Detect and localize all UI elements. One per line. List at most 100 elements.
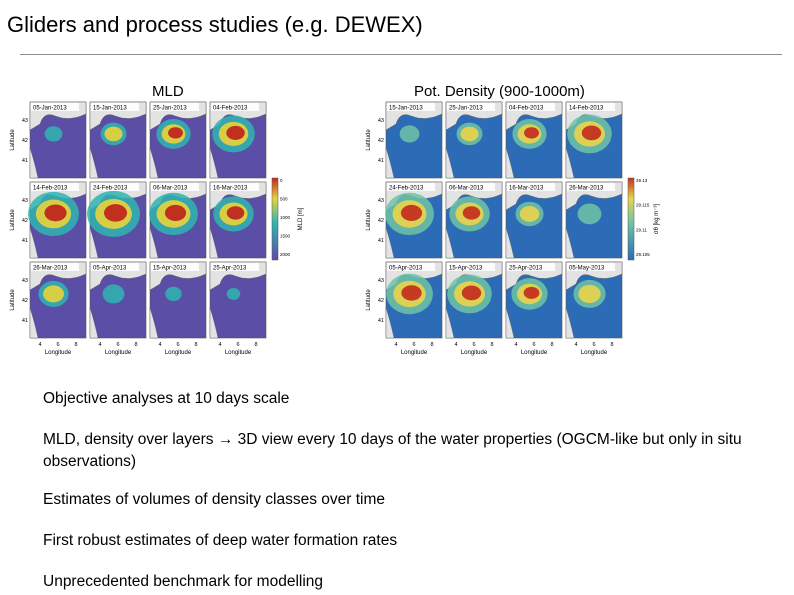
density-colorbar-tick: 29.11 (636, 227, 647, 232)
mld-patch-mid (226, 288, 241, 300)
density-land-south (445, 307, 455, 339)
mld-ytick: 42 (22, 138, 28, 144)
bullet-benchmark: Unprecedented benchmark for modelling (43, 573, 324, 590)
density-colorbar-label: σθ [kg m⁻³] (654, 204, 660, 235)
density-ytick: 41 (378, 318, 384, 324)
mld-map-figure: 05-Jan-2013 15-Jan-2013 25-Jan-2013 04-Feb-… (10, 101, 304, 356)
mld-panel: 14-Feb-2013 (28, 181, 87, 259)
mld-xtick: 8 (254, 342, 257, 348)
mld-xtick: 4 (38, 342, 41, 348)
mld-panel: 15-Jan-2013 (89, 101, 147, 179)
mld-panel-date: 24-Feb-2013 (93, 186, 128, 192)
mld-panel: 04-Feb-2013 (209, 101, 267, 179)
density-panel-date: 15-Apr-2013 (449, 266, 483, 272)
mld-panel: 16-Mar-2013 (209, 181, 267, 259)
density-land-south (565, 227, 575, 259)
mld-date-bg (31, 183, 79, 191)
mld-xtick: 8 (134, 342, 137, 348)
density-map-figure: 15-Jan-2013 25-Jan-2013 04-Feb-2013 14-Feb-… (366, 101, 660, 356)
mld-xlabel: Longitude (225, 350, 252, 356)
mld-colorbar-tick: 1000 (280, 215, 291, 220)
density-date-bg (567, 183, 615, 191)
mld-land-south (89, 227, 99, 259)
mld-colorbar-tick: 500 (280, 197, 288, 202)
density-ylabel: Latitude (366, 129, 372, 151)
density-patch-max (462, 206, 481, 220)
density-xtick: 4 (394, 342, 397, 348)
density-land-south (505, 147, 515, 179)
density-land-south (445, 227, 455, 259)
density-panel-date: 14-Feb-2013 (569, 106, 604, 112)
mld-xlabel: Longitude (45, 350, 72, 356)
mld-patch-mid (44, 126, 63, 142)
density-patch-max (461, 285, 482, 301)
density-land-south (445, 147, 455, 179)
bullet-density-volumes: Estimates of volumes of density classes … (43, 491, 385, 508)
mld-panel: 26-Mar-2013 (29, 261, 87, 339)
density-ytick: 43 (378, 278, 384, 284)
density-ytick: 42 (378, 138, 384, 144)
density-date-bg (447, 263, 495, 271)
mld-ylabel: Latitude (10, 129, 16, 151)
mld-ytick: 43 (22, 198, 28, 204)
mld-colorbar-tick: 2000 (280, 252, 291, 257)
mld-xtick: 6 (236, 342, 239, 348)
density-panel-date: 15-Jan-2013 (389, 106, 423, 112)
density-panel-date: 24-Feb-2013 (389, 186, 424, 192)
bullet-objective-analyses: Objective analyses at 10 days scale (43, 390, 290, 407)
mld-patch-mid (102, 284, 125, 304)
density-panel: 06-Mar-2013 (445, 181, 503, 259)
title-divider (20, 54, 782, 55)
density-xtick: 8 (610, 342, 613, 348)
density-xtick: 6 (532, 342, 535, 348)
density-xlabel: Longitude (581, 350, 608, 356)
mld-date-bg (91, 263, 139, 271)
mld-patch-max (164, 204, 187, 221)
mld-date-bg (91, 183, 139, 191)
density-patch-max (401, 285, 422, 301)
density-xtick: 4 (574, 342, 577, 348)
bullet-formation-rates: First robust estimates of deep water for… (43, 532, 398, 549)
density-date-bg (387, 183, 435, 191)
density-patch-mid (399, 125, 420, 143)
density-xtick: 6 (592, 342, 595, 348)
mld-patch-max (226, 125, 245, 140)
mld-xtick: 6 (176, 342, 179, 348)
mld-patch-high (43, 285, 64, 303)
mld-panel-date: 14-Feb-2013 (33, 186, 68, 192)
mld-ylabel: Latitude (10, 209, 16, 231)
density-date-bg (387, 103, 435, 111)
mld-panel: 06-Mar-2013 (149, 181, 207, 259)
density-colorbar-tick: 29.13 (636, 178, 648, 183)
density-panel-date: 05-Apr-2013 (389, 266, 423, 272)
density-date-bg (507, 183, 555, 191)
density-date-bg (567, 263, 615, 271)
mld-xtick: 4 (158, 342, 161, 348)
density-panel: 15-Apr-2013 (445, 261, 503, 339)
density-xtick: 8 (430, 342, 433, 348)
mld-panel: 15-Apr-2013 (149, 261, 207, 339)
density-land-south (505, 307, 515, 339)
density-panel: 05-May-2013 (565, 261, 623, 339)
mld-land-south (29, 147, 39, 179)
density-land-south (385, 147, 395, 179)
mld-panel-date: 15-Apr-2013 (153, 266, 187, 272)
mld-date-bg (151, 263, 199, 271)
mld-panel: 05-Apr-2013 (89, 261, 147, 339)
mld-date-bg (31, 103, 79, 111)
density-xlabel: Longitude (461, 350, 488, 356)
density-panel-date: 04-Feb-2013 (509, 106, 544, 112)
mld-xtick: 6 (56, 342, 59, 348)
density-panel-date: 16-Mar-2013 (509, 186, 544, 192)
mld-xlabel: Longitude (105, 350, 132, 356)
density-land-south (505, 227, 515, 259)
density-ylabel: Latitude (366, 209, 372, 231)
mld-panel: 05-Jan-2013 (29, 101, 87, 179)
mld-ytick: 43 (22, 118, 28, 124)
mld-patch-max (104, 204, 128, 222)
mld-xtick: 8 (194, 342, 197, 348)
density-panel: 16-Mar-2013 (505, 181, 563, 259)
density-date-bg (447, 183, 495, 191)
slide-title: Gliders and process studies (e.g. DEWEX) (7, 12, 423, 37)
density-panel: 15-Jan-2013 (385, 101, 443, 179)
